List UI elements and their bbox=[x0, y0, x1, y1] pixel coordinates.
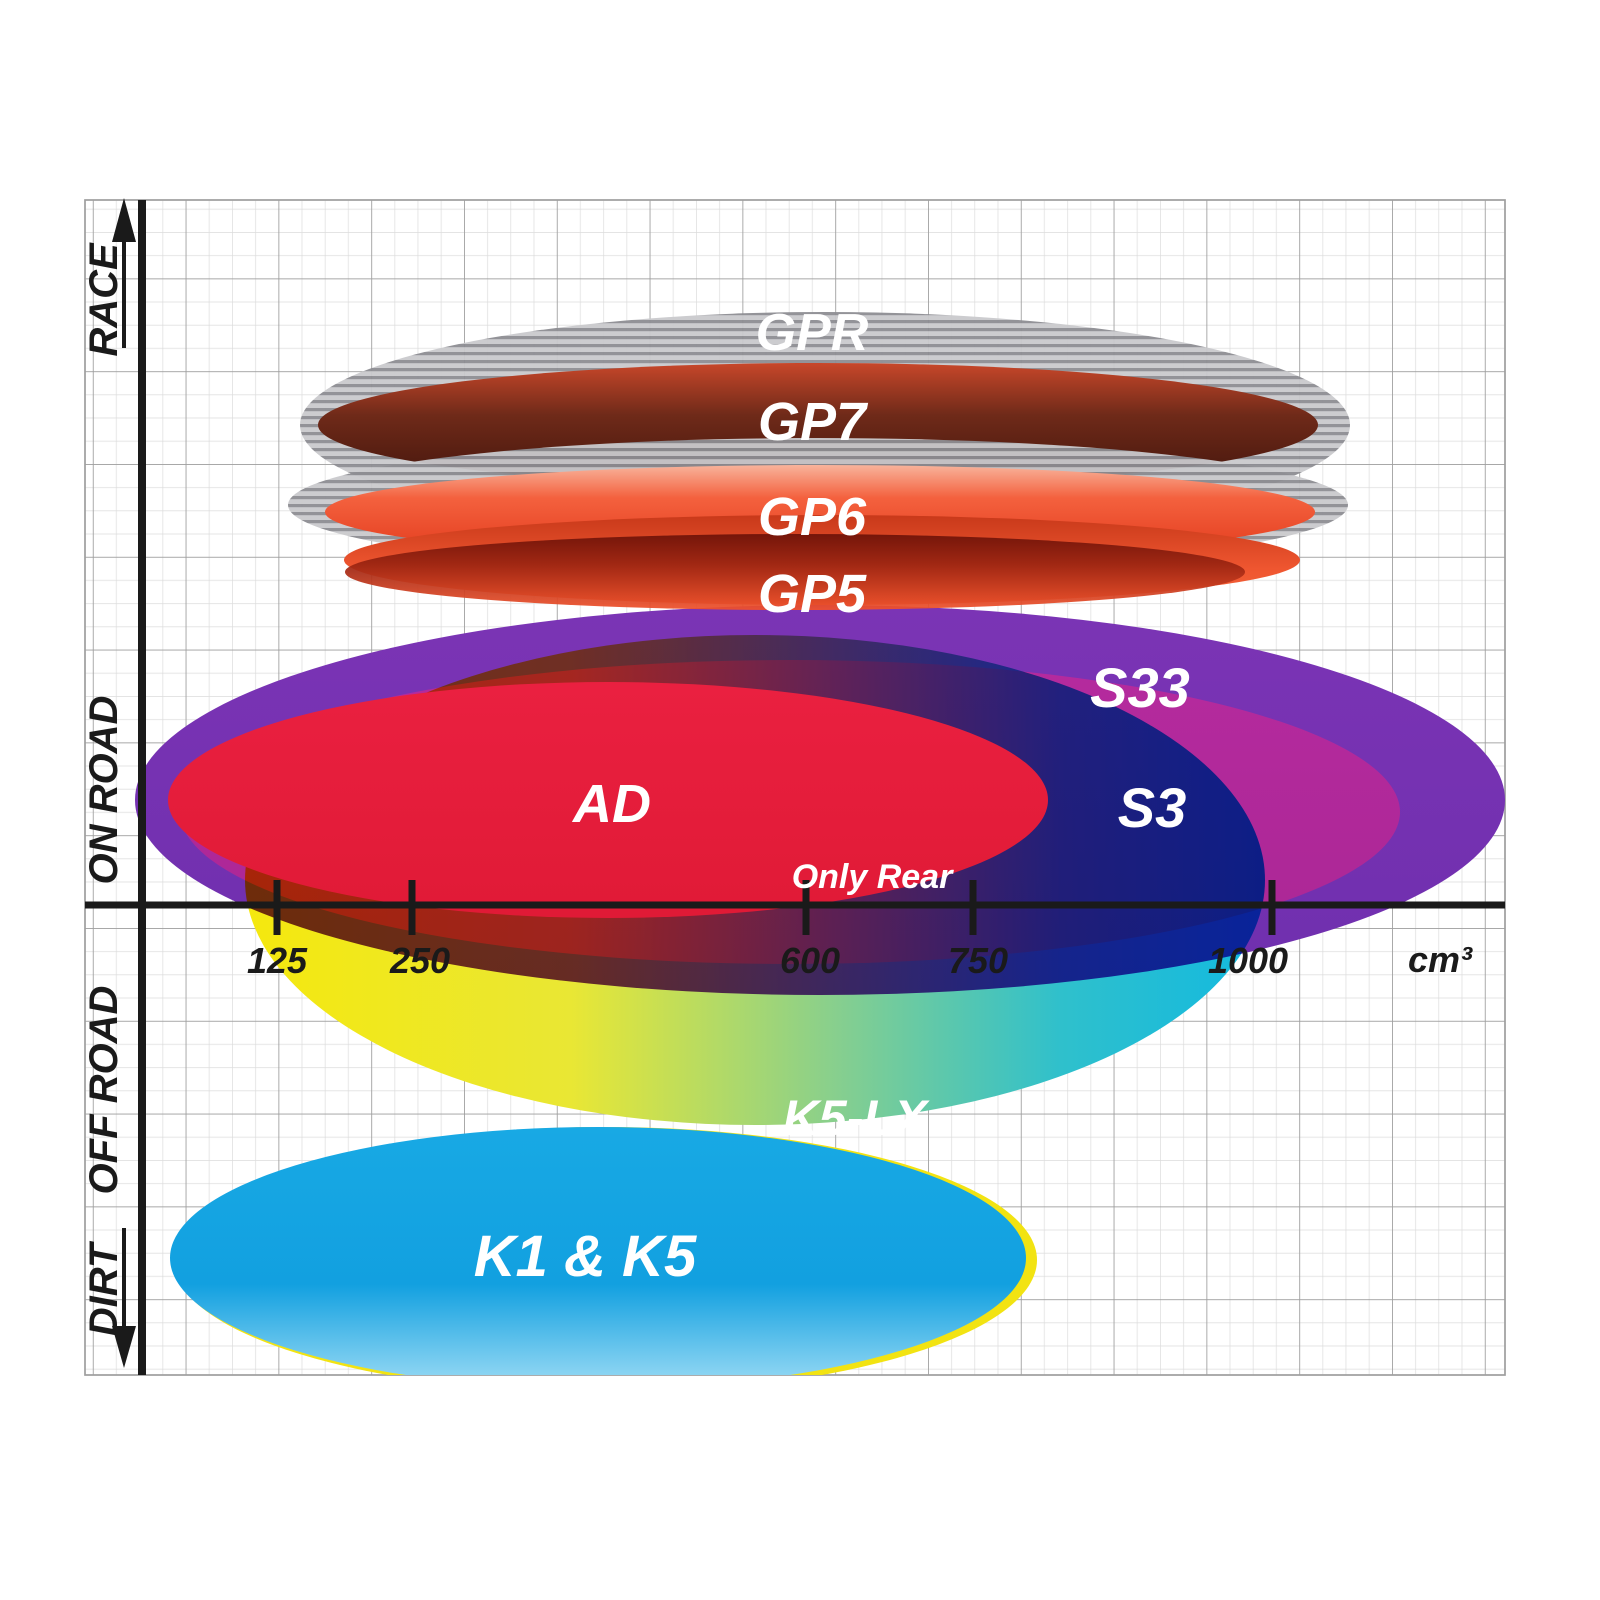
annotation-only-rear: Only Rear bbox=[792, 858, 954, 896]
x-tick-label-1000: 1000 bbox=[1208, 940, 1288, 981]
series-region-gp5 bbox=[345, 534, 1245, 610]
x-tick-label-125: 125 bbox=[247, 940, 308, 981]
series-region-k1k5 bbox=[170, 1127, 1037, 1375]
region-label-k1k5: K1 & K5 bbox=[474, 1224, 697, 1289]
region-label-s33: S33 bbox=[1090, 656, 1190, 719]
series-region-ad bbox=[168, 682, 1048, 918]
y-category-race: RACE bbox=[82, 242, 126, 357]
race-arrow-icon bbox=[112, 198, 136, 348]
y-category-on-road: ON ROAD bbox=[82, 696, 126, 885]
x-tick-label-250: 250 bbox=[389, 940, 450, 981]
axes bbox=[85, 200, 1505, 1375]
region-label-gp5: GP5 bbox=[758, 564, 867, 624]
x-axis-unit-label: cm³ bbox=[1408, 939, 1473, 980]
region-label-gp6: GP6 bbox=[758, 487, 867, 547]
region-label-k5lx: K5-LX bbox=[783, 1090, 930, 1146]
y-category-dirt: DIRT bbox=[82, 1240, 126, 1336]
dirt-arrow-icon bbox=[112, 1228, 136, 1368]
region-label-gpr: GPR bbox=[756, 304, 869, 362]
x-tick-label-750: 750 bbox=[948, 940, 1008, 981]
region-label-ad: AD bbox=[571, 774, 651, 834]
x-tick-label-600: 600 bbox=[780, 940, 840, 981]
region-label-s3: S3 bbox=[1118, 776, 1187, 839]
y-category-off-road: OFF ROAD bbox=[82, 986, 126, 1195]
region-label-gp7: GP7 bbox=[758, 392, 869, 452]
